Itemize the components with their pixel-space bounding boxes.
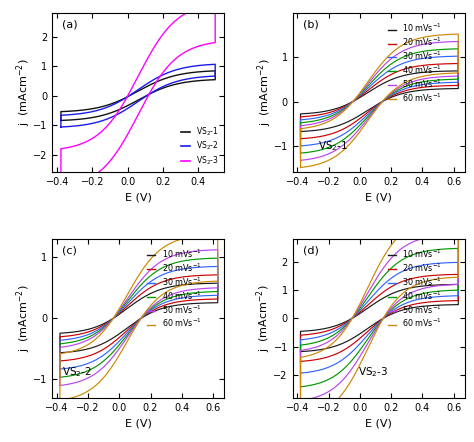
Y-axis label: j  (mAcm$^{-2}$): j (mAcm$^{-2}$) bbox=[255, 285, 273, 352]
Y-axis label: j  (mAcm$^{-2}$): j (mAcm$^{-2}$) bbox=[255, 59, 273, 126]
Text: (d): (d) bbox=[303, 245, 319, 255]
Legend: 10 mVs$^{-1}$, 20 mVs$^{-1}$, 30 mVs$^{-1}$, 40 mVs$^{-1}$, 50 mVs$^{-1}$, 60 mV: 10 mVs$^{-1}$, 20 mVs$^{-1}$, 30 mVs$^{-… bbox=[146, 246, 203, 331]
Legend: 10 mVs$^{-1}$, 20 mVs$^{-1}$, 30 mVs$^{-1}$, 40 mVs$^{-1}$, 50 mVs$^{-1}$, 60 mV: 10 mVs$^{-1}$, 20 mVs$^{-1}$, 30 mVs$^{-… bbox=[386, 20, 444, 105]
X-axis label: E (V): E (V) bbox=[125, 418, 152, 428]
Text: VS$_2$-2: VS$_2$-2 bbox=[63, 365, 92, 379]
Text: (a): (a) bbox=[63, 19, 78, 30]
Text: VS$_2$-3: VS$_2$-3 bbox=[358, 365, 388, 379]
Text: (b): (b) bbox=[303, 19, 319, 30]
Text: (c): (c) bbox=[63, 245, 77, 255]
Y-axis label: j  (mAcm$^{-2}$): j (mAcm$^{-2}$) bbox=[14, 59, 33, 126]
X-axis label: E (V): E (V) bbox=[365, 418, 392, 428]
Y-axis label: j  (mAcm$^{-2}$): j (mAcm$^{-2}$) bbox=[14, 285, 33, 352]
Text: VS$_2$-1: VS$_2$-1 bbox=[319, 139, 348, 153]
X-axis label: E (V): E (V) bbox=[365, 193, 392, 202]
Legend: 10 mVs$^{-1}$, 20 mVs$^{-1}$, 30 mVs$^{-1}$, 40 mVs$^{-1}$, 50 mVs$^{-1}$, 60 mV: 10 mVs$^{-1}$, 20 mVs$^{-1}$, 30 mVs$^{-… bbox=[386, 246, 444, 331]
Legend: VS$_2$-1, VS$_2$-2, VS$_2$-3: VS$_2$-1, VS$_2$-2, VS$_2$-3 bbox=[179, 124, 220, 168]
X-axis label: E (V): E (V) bbox=[125, 193, 152, 202]
